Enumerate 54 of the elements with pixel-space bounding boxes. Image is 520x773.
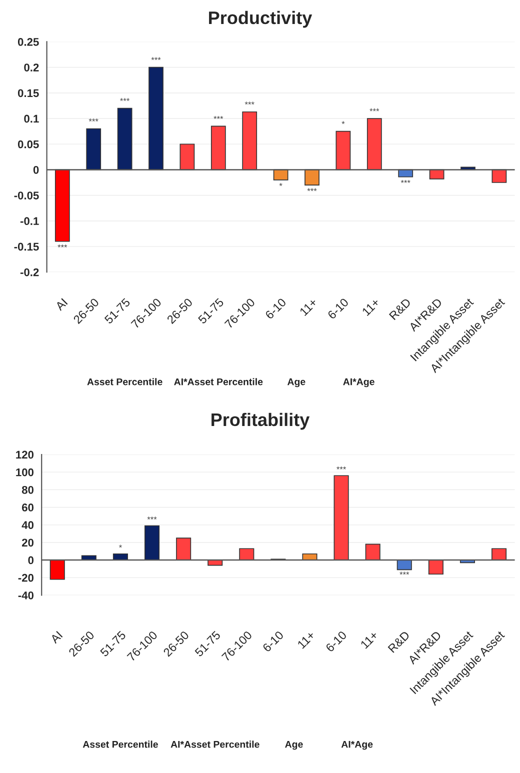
y-tick-label: -20: [18, 574, 34, 582]
data-label: *: [118, 544, 122, 548]
data-label: *: [342, 121, 345, 124]
text: AI*Asset Percentile: [170, 740, 260, 748]
data-label: ***: [58, 244, 68, 248]
y-tick-label: 20: [22, 538, 34, 547]
y-tick-label: -0.2: [20, 268, 39, 276]
data-label: ***: [370, 108, 380, 112]
text: AI*Asset Percentile: [174, 378, 263, 386]
y-tick-label: 100: [16, 468, 34, 476]
data-label: ***: [151, 57, 161, 60]
y-tick-label: -0.15: [14, 242, 39, 251]
x-tick-label: 6-10: [327, 298, 350, 320]
data-label: ***: [244, 102, 254, 105]
data-label: ***: [307, 188, 317, 192]
text: AI*Age: [341, 740, 373, 750]
y-tick-label: 0.1: [24, 114, 39, 123]
y-tick-label: 0: [28, 556, 34, 564]
y-tick-label: 0.25: [18, 38, 39, 46]
data-label: ***: [88, 118, 98, 122]
y-tick-label: -0.05: [14, 192, 39, 200]
x-tick-label: AI: [54, 298, 68, 312]
x-tick-label: 6-10: [262, 630, 284, 652]
x-tick-label: AI: [50, 631, 63, 644]
x-tick-label: 11+: [297, 630, 316, 649]
x-tick-label: 11+: [299, 298, 318, 316]
x-tick-label: 6-10: [325, 630, 348, 652]
y-tick-label: 40: [22, 521, 34, 529]
x-tick-label: 11+: [360, 630, 378, 649]
text: Asset Percentile: [87, 378, 162, 386]
data-label: ***: [400, 180, 410, 183]
y-tick-label: 60: [22, 504, 34, 512]
y-tick-label: -0.1: [20, 217, 39, 226]
y-tick-label: 80: [22, 486, 34, 494]
data-label: ***: [336, 466, 346, 470]
y-tick-label: 120: [16, 450, 34, 459]
chart-title: Productivity: [209, 10, 312, 28]
x-tick-label: 6-10: [264, 298, 287, 320]
text: Asset Percentile: [82, 740, 158, 748]
y-tick-label: -40: [18, 591, 34, 600]
y-tick-label: 0.2: [24, 64, 39, 72]
data-label: ***: [120, 98, 130, 101]
data-label: ***: [147, 516, 157, 520]
text: Age: [287, 378, 306, 388]
text: Age: [285, 740, 303, 750]
data-label: ***: [214, 116, 224, 119]
y-tick-label: 0: [33, 166, 39, 174]
text: AI*Age: [343, 378, 374, 388]
data-label: *: [279, 183, 282, 186]
y-tick-label: 0.05: [18, 140, 39, 148]
y-tick-label: 0.15: [18, 89, 39, 98]
chart-title: Profitability: [212, 412, 310, 430]
x-tick-label: 11+: [362, 298, 380, 316]
data-label: ***: [400, 572, 410, 575]
